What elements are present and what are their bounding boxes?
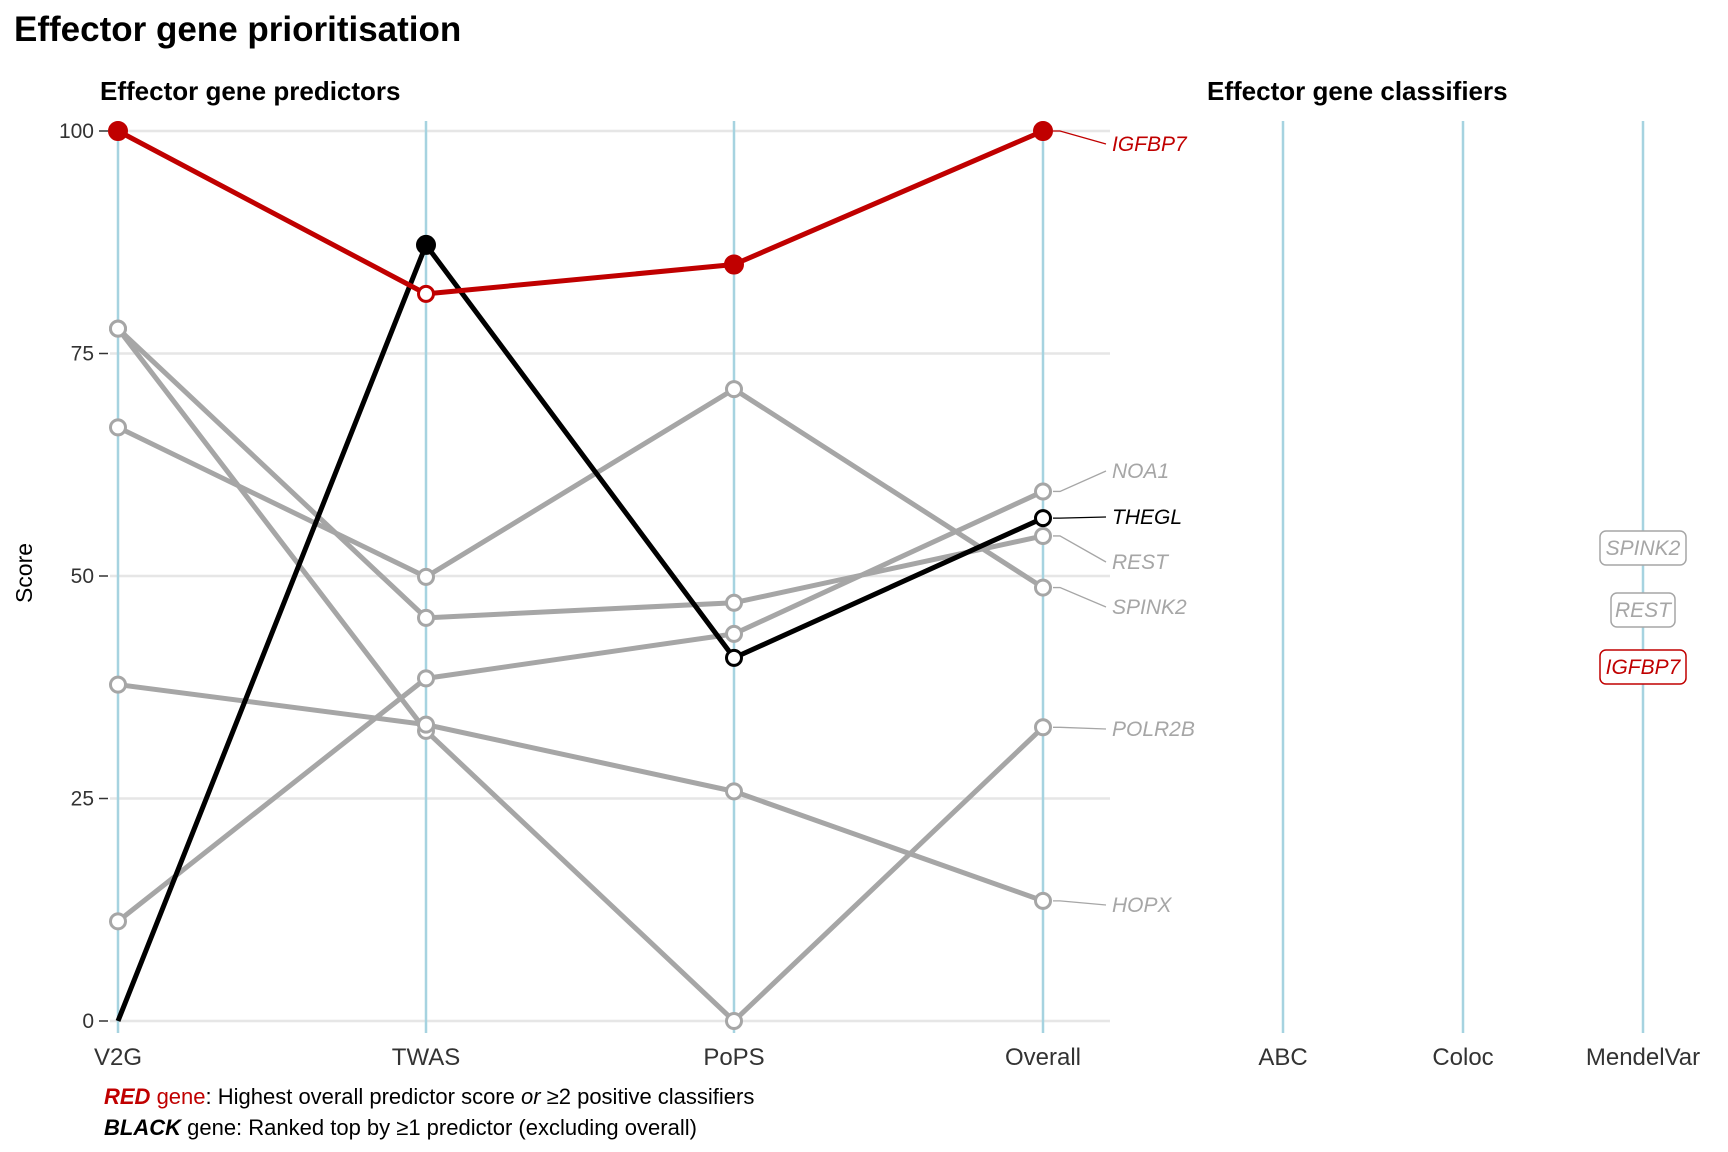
series-line-noa1 [116, 489, 1045, 924]
classifier-box-rest [1610, 592, 1676, 628]
footnote-red-keyword: RED [104, 1084, 151, 1109]
classifier-gene-spink2: SPINK2 [1606, 537, 1681, 560]
series-line-igfbp7 [116, 128, 1044, 297]
classifiers-panel-title: Effector gene classifiers [1207, 76, 1508, 106]
point-hopx-pops [725, 782, 743, 801]
point-thegl-pops [725, 648, 743, 667]
footnote-red-or: or [520, 1084, 541, 1109]
footnote-black-text: gene: Ranked top by ≥1 predictor (exclud… [181, 1115, 697, 1140]
series-line-rest [116, 326, 1044, 621]
point-rest-twas [417, 608, 435, 627]
classifier-box-igfbp7 [1599, 649, 1687, 685]
footnote-red-text-b: ≥2 positive classifiers [540, 1084, 755, 1109]
point-thegl-twas [416, 234, 436, 255]
gene-labels: IGFBP7 THEGL NOA1 REST SPINK2 POLR2B HOPX [1053, 130, 1195, 917]
x-tick-label-overall: Overall [1005, 1044, 1081, 1071]
point-polr2b-v2g [109, 319, 127, 338]
point-igfbp7-twas [417, 284, 435, 303]
x-tick-label-twas: TWAS [392, 1044, 460, 1071]
label-leader-polr2b [1053, 726, 1107, 730]
footnote-red: RED gene: Highest overall predictor scor… [104, 1084, 754, 1110]
chart-title: Effector gene prioritisation [14, 10, 461, 49]
point-polr2b-pops [725, 1012, 743, 1030]
label-leader-hopx [1053, 900, 1107, 906]
data-points [108, 121, 1053, 1030]
x-tick-label-pops: PoPS [703, 1044, 764, 1071]
label-leader-igfbp7 [1053, 130, 1107, 145]
series-lines [115, 128, 1045, 1024]
category-axes: V2G TWAS PoPS Overall ABC Coloc MendelVar [94, 121, 1700, 1071]
point-spink2-pops [725, 380, 743, 399]
point-rest-pops [725, 593, 743, 612]
point-rest-overall [1034, 526, 1052, 545]
point-noa1-v2g [109, 912, 127, 931]
gene-label-spink2: SPINK2 [1112, 596, 1187, 619]
series-line-polr2b [116, 327, 1045, 1024]
point-spink2-twas [417, 567, 435, 586]
point-noa1-twas [417, 669, 435, 688]
point-noa1-pops [725, 624, 743, 643]
classifier-label-coloc: Coloc [1432, 1044, 1493, 1071]
point-hopx-twas [417, 715, 435, 734]
point-spink2-v2g [109, 418, 127, 437]
y-tick-label-75: 75 [71, 343, 94, 366]
gene-label-hopx: HOPX [1112, 894, 1173, 917]
point-spink2-overall [1034, 578, 1052, 597]
label-leader-spink2 [1053, 586, 1107, 608]
label-leader-rest [1053, 535, 1107, 563]
y-tick-label-25: 25 [71, 788, 94, 811]
label-leader-noa1 [1053, 470, 1107, 493]
label-leader-thegl [1053, 516, 1107, 519]
series-line-spink2 [116, 386, 1045, 590]
gene-label-rest: REST [1112, 551, 1170, 574]
y-tick-label-100: 100 [59, 120, 94, 143]
point-noa1-overall [1034, 482, 1052, 501]
point-thegl-overall [1034, 509, 1052, 528]
point-hopx-overall [1034, 891, 1052, 910]
footnote-black: BLACK gene: Ranked top by ≥1 predictor (… [104, 1115, 697, 1141]
point-polr2b-overall [1034, 718, 1052, 737]
footnote-red-gene-word: gene [150, 1084, 206, 1109]
x-tick-label-v2g: V2G [94, 1044, 142, 1071]
classifier-label-mendelvar: MendelVar [1586, 1044, 1700, 1071]
y-tick-label-50: 50 [71, 565, 94, 588]
classifier-label-abc: ABC [1258, 1044, 1307, 1071]
gene-label-igfbp7: IGFBP7 [1112, 133, 1188, 156]
footnote-red-text-a: : Highest overall predictor score [205, 1084, 521, 1109]
point-igfbp7-overall [1033, 121, 1053, 141]
point-igfbp7-v2g [108, 121, 128, 141]
gene-label-noa1: NOA1 [1112, 460, 1169, 483]
classifier-panel: SPINK2 REST IGFBP7 [1599, 530, 1687, 685]
point-hopx-v2g [109, 675, 127, 694]
point-igfbp7-pops [724, 254, 744, 275]
predictors-panel-title: Effector gene predictors [100, 76, 401, 106]
gene-label-polr2b: POLR2B [1112, 718, 1195, 741]
classifier-gene-rest: REST [1615, 599, 1673, 622]
series-line-hopx [117, 682, 1044, 904]
classifier-gene-igfbp7: IGFBP7 [1606, 656, 1682, 679]
footnote-black-keyword: BLACK [104, 1115, 181, 1140]
grid-lines: 0 25 50 75 100 [59, 120, 1110, 1033]
gene-label-thegl: THEGL [1112, 506, 1182, 529]
classifier-box-spink2 [1599, 530, 1687, 566]
y-tick-label-0: 0 [82, 1010, 94, 1033]
series-line-thegl [115, 242, 1045, 1022]
y-axis-label: Score [11, 543, 37, 603]
